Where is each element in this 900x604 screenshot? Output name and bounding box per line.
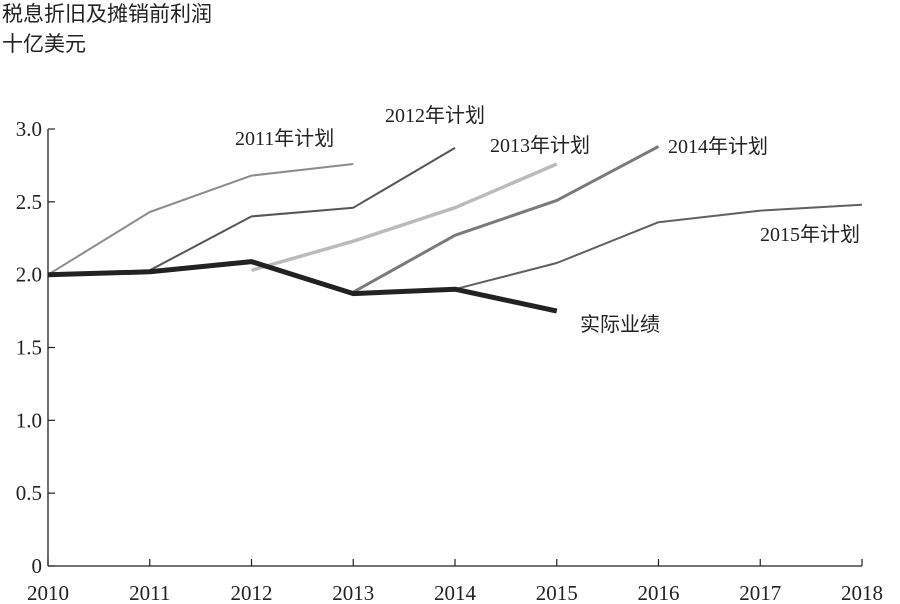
x-tick-label-2011: 2011 xyxy=(129,581,170,604)
y-tick-label-1.0: 1.0 xyxy=(16,408,42,432)
y-tick-label-0: 0 xyxy=(32,554,43,578)
x-tick-label-2017: 2017 xyxy=(739,581,781,604)
y-tick-label-2.5: 2.5 xyxy=(16,190,42,214)
series-line-5 xyxy=(47,259,558,314)
x-tick-label-2013: 2013 xyxy=(332,581,374,604)
series-line-2 xyxy=(251,162,558,272)
series-line-4 xyxy=(454,203,863,291)
x-tick-label-2015: 2015 xyxy=(536,581,578,604)
x-tick-label-2014: 2014 xyxy=(434,581,477,604)
x-tick-label-2016: 2016 xyxy=(638,581,680,604)
x-tick-label-2010: 2010 xyxy=(27,581,69,604)
y-tick-label-3.0: 3.0 xyxy=(16,117,42,141)
chart-subtitle: 十亿美元 xyxy=(2,32,86,56)
series-lines xyxy=(47,145,863,314)
series-label-5: 实际业绩 xyxy=(580,313,660,336)
axes: 0 0.5 1.0 1.5 2.0 2.5 3.0 2010 2011 2012 2013 2014 2… xyxy=(16,117,883,604)
series-label-0: 2011年计划 xyxy=(235,127,334,150)
series-label-4: 2015年计划 xyxy=(760,223,860,246)
series-line-0 xyxy=(47,163,354,276)
y-tick-label-1.5: 1.5 xyxy=(16,336,42,360)
x-tick-label-2018: 2018 xyxy=(841,581,883,604)
series-line-3 xyxy=(352,145,660,294)
x-tick-label-2012: 2012 xyxy=(231,581,273,604)
y-tick-label-2.0: 2.0 xyxy=(16,263,42,287)
y-tick-label-0.5: 0.5 xyxy=(16,481,42,505)
series-line-1 xyxy=(149,147,456,272)
series-label-2: 2013年计划 xyxy=(490,134,590,157)
series-label-1: 2012年计划 xyxy=(385,104,485,127)
chart-title: 税息折旧及摊销前利润 xyxy=(2,2,212,26)
series-label-3: 2014年计划 xyxy=(668,135,768,158)
